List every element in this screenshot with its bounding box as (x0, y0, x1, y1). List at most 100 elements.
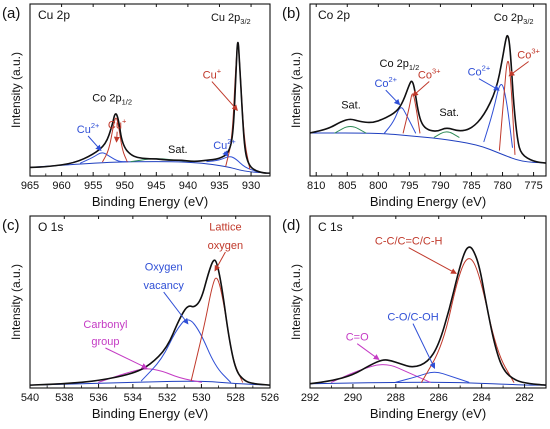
annotation-arrow (214, 251, 226, 272)
panel-label: (b) (282, 5, 300, 22)
annotation-label: Co2+ (374, 75, 397, 90)
x-tick-label: 530 (192, 392, 210, 404)
annotation-label: Co 2p1/2 (92, 92, 132, 106)
y-axis-label: Intensity (a.u.) (9, 52, 23, 128)
x-tick-label: 288 (387, 392, 405, 404)
annotation-sub: 3/2 (240, 17, 250, 26)
y-axis-label: Intensity (a.u.) (9, 264, 23, 340)
annotation-label: Cu2+ (213, 137, 236, 152)
series-background-2 (310, 381, 546, 386)
series-fit-1 (30, 259, 270, 386)
plot-frame (309, 3, 547, 177)
x-tick-label: 528 (227, 392, 245, 404)
x-tick-label: 536 (89, 392, 107, 404)
x-tick-label: 945 (147, 180, 165, 192)
x-tick-label: 955 (84, 180, 102, 192)
x-tick-label: 775 (524, 180, 542, 192)
annotation-sup: 2+ (227, 137, 236, 146)
series-comp_green-8 (433, 131, 460, 138)
series-raw-0 (310, 246, 546, 386)
annotation-sup: 3+ (432, 67, 441, 76)
plot-area (310, 34, 546, 164)
annotation-label: Carbonyl (83, 319, 127, 331)
panel-title: O 1s (38, 220, 63, 234)
x-tick-label: 534 (124, 392, 142, 404)
series-background-2 (310, 132, 546, 164)
plot-area (30, 259, 270, 386)
annotation-arrow (385, 89, 401, 106)
annotation-label: Co2+ (468, 64, 491, 79)
annotation-arrow (105, 347, 148, 369)
plot-area (30, 41, 270, 174)
annotation-arrow (356, 343, 380, 361)
annotation-sup: 3+ (531, 46, 540, 55)
panel-title: Co 2p (318, 8, 350, 22)
panel-2: 810 805 800 795 790 785 780 775 Binding Energy (… (282, 3, 547, 209)
panel-3: 540 538 536 534 532 530 528 526 Binding Energy (… (2, 215, 279, 421)
annotation-sub: 3/2 (523, 17, 533, 26)
x-tick-label: 965 (21, 180, 39, 192)
panel-4: 292 290 288 286 284 282 Binding Energy (eV) Int… (282, 215, 547, 421)
x-tick-label: 532 (158, 392, 176, 404)
annotation-label: Cu+ (108, 117, 127, 132)
x-tick-label: 292 (301, 392, 319, 404)
panel-label: (a) (2, 5, 20, 22)
x-tick-label: 286 (430, 392, 448, 404)
annotation-label: Cu2+ (77, 121, 100, 136)
plot-area (310, 246, 546, 386)
annotation-label: C=O (346, 332, 369, 344)
annotation-label: oxygen (208, 240, 243, 252)
annotation-arrow (222, 150, 229, 157)
annotation-label: Sat. (439, 107, 459, 119)
series-comp_green-7 (334, 126, 367, 134)
annotation-label: group (91, 336, 119, 348)
panel-label: (c) (2, 217, 20, 234)
panel-title: C 1s (318, 220, 343, 234)
series-background-2 (30, 161, 270, 174)
annotation-label: Co 2p1/2 (380, 58, 420, 72)
annotation-arrow (408, 247, 457, 274)
plot-frame (309, 215, 547, 389)
x-tick-label: 960 (52, 180, 70, 192)
annotation-arrow (412, 81, 430, 97)
series-comp_purple-5 (330, 364, 431, 383)
y-axis-label: Intensity (a.u.) (289, 264, 303, 340)
y-axis-label: Intensity (a.u.) (289, 52, 303, 128)
x-tick-label: 785 (462, 180, 480, 192)
annotation-arrow (87, 135, 102, 152)
plot-frame (29, 3, 271, 177)
annotation-label: vacancy (144, 280, 185, 292)
series-raw-0 (310, 34, 546, 164)
panel-label: (d) (282, 217, 300, 234)
annotation-label: Oxygen (145, 261, 183, 273)
x-tick-label: 940 (179, 180, 197, 192)
series-comp_blue-4 (395, 371, 470, 383)
annotation-sub: 1/2 (409, 63, 419, 72)
annotation-label: Cu 2p3/2 (211, 12, 251, 26)
annotation-arrow (508, 61, 529, 77)
x-tick-label: 540 (21, 392, 39, 404)
x-axis-label: Binding Energy (eV) (92, 194, 208, 209)
x-tick-label: 282 (515, 392, 533, 404)
series-comp_red-3 (421, 258, 515, 383)
x-tick-label: 810 (307, 180, 325, 192)
panel-title: Cu 2p (38, 8, 70, 22)
x-axis-label: Binding Energy (eV) (92, 406, 208, 421)
annotation-arrow (163, 291, 189, 325)
x-tick-label: 950 (116, 180, 134, 192)
annotation-label: Lattice (209, 221, 241, 233)
x-tick-label: 526 (261, 392, 279, 404)
x-tick-label: 290 (344, 392, 362, 404)
x-tick-label: 790 (431, 180, 449, 192)
x-tick-label: 780 (493, 180, 511, 192)
annotation-arrow (478, 78, 500, 91)
annotation-label: Co3+ (418, 67, 441, 82)
annotation-arrow (412, 323, 436, 370)
annotation-label: C-C/C=C/C-H (375, 236, 443, 248)
series-comp_blue-5 (483, 83, 513, 148)
series-comp_purple-5 (98, 368, 202, 383)
annotation-sup: + (217, 67, 222, 76)
annotation-label: Sat. (168, 144, 188, 156)
